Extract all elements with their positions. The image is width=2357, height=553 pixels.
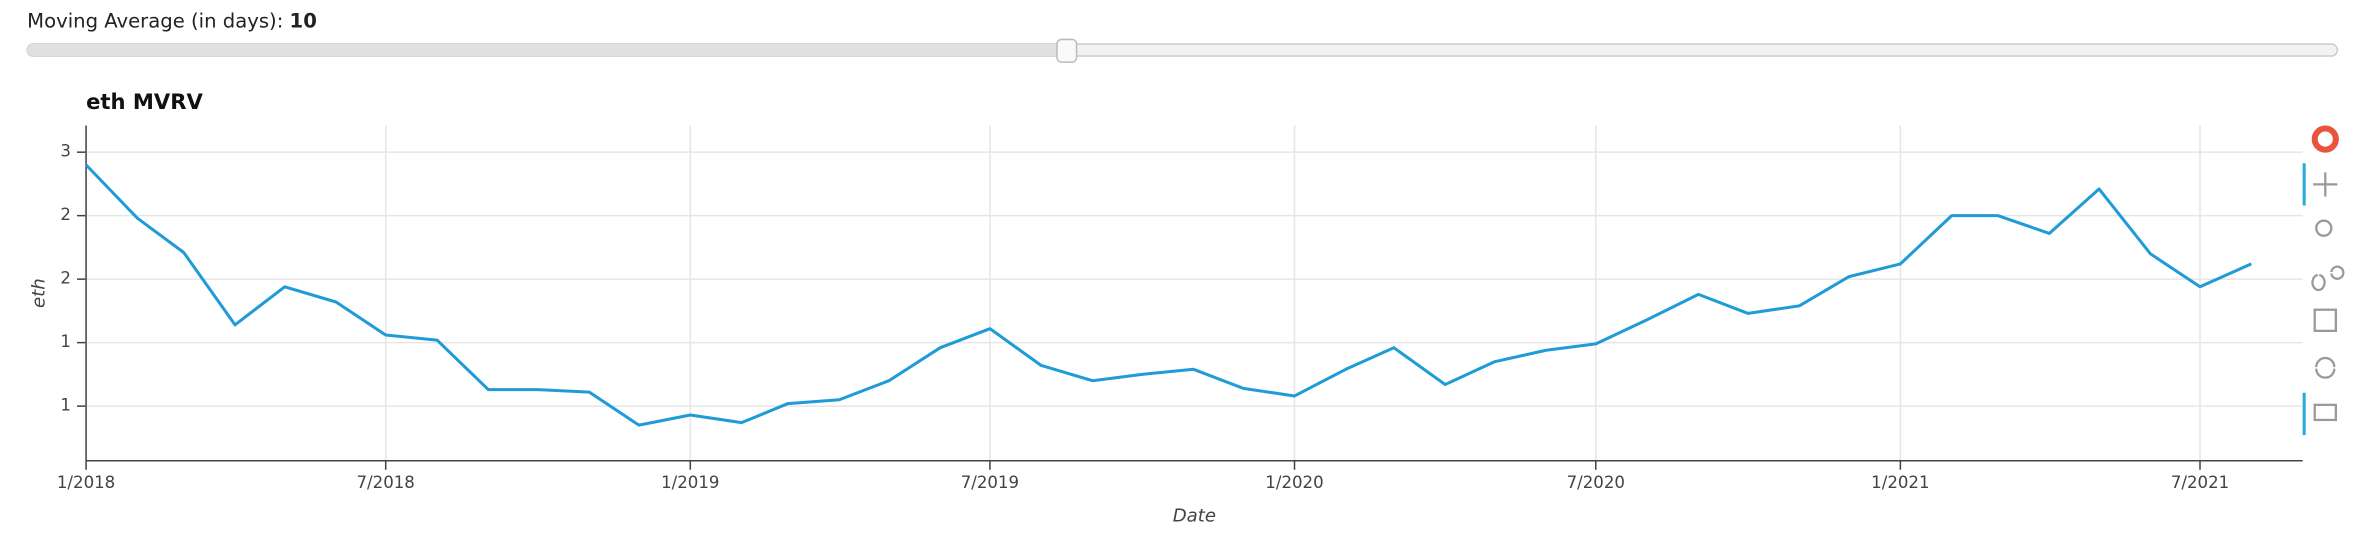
hover-tool[interactable] <box>2313 403 2337 422</box>
y-tick-label: 2 <box>60 269 71 288</box>
x-tick-label: 7/2020 <box>1567 473 1625 492</box>
slider-value: 10 <box>290 9 317 32</box>
pan-tool[interactable] <box>2313 172 2338 197</box>
y-tick-label: 1 <box>60 396 71 415</box>
slider-label: Moving Average (in days): 10 <box>27 9 317 32</box>
bokeh-logo[interactable] <box>2311 125 2339 153</box>
slider-label-text: Moving Average (in days): <box>27 9 289 32</box>
y-tick-label: 2 <box>60 205 71 224</box>
x-tick-label: 1/2018 <box>57 473 115 492</box>
x-tick-label: 1/2019 <box>661 473 719 492</box>
slider-fill <box>27 43 1067 57</box>
active-marker <box>2302 163 2306 206</box>
data-line <box>84 163 2252 427</box>
save-tool[interactable] <box>2313 308 2337 332</box>
chart-title: eth MVRV <box>86 89 203 114</box>
active-marker <box>2302 392 2306 436</box>
x-tick-label: 7/2019 <box>961 473 1019 492</box>
x-axis-label: Date <box>1173 506 1216 527</box>
slider-handle[interactable] <box>1056 38 1078 63</box>
x-tick-label: 1/2021 <box>1871 473 1929 492</box>
y-tick-label: 3 <box>60 142 71 161</box>
y-axis-label: eth <box>28 278 49 308</box>
x-tick-label: 7/2018 <box>356 473 414 492</box>
zoom-tool[interactable] <box>2315 219 2333 237</box>
x-tick-label: 1/2020 <box>1265 473 1323 492</box>
x-tick-label: 7/2021 <box>2171 473 2229 492</box>
lasso-tool[interactable] <box>2311 265 2345 292</box>
reset-tool[interactable] <box>2315 356 2336 379</box>
y-tick-label: 1 <box>60 332 71 351</box>
toolbar <box>2302 125 2345 436</box>
